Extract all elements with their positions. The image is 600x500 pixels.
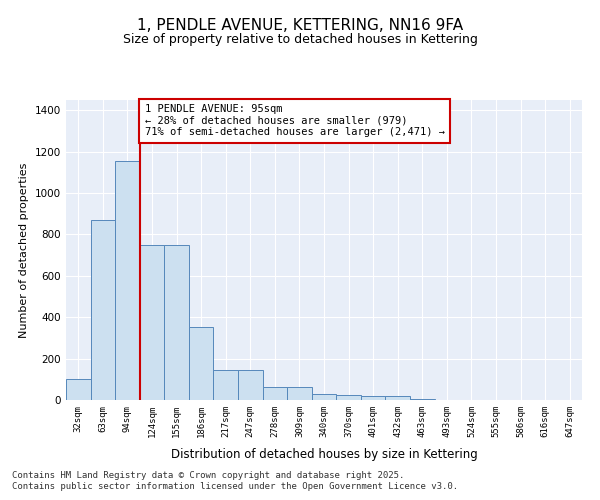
Bar bbox=[140, 245, 164, 400]
Bar bbox=[164, 245, 189, 400]
Bar bbox=[361, 396, 385, 400]
Bar bbox=[91, 220, 115, 400]
Bar bbox=[115, 161, 140, 400]
X-axis label: Distribution of detached houses by size in Kettering: Distribution of detached houses by size … bbox=[170, 448, 478, 461]
Bar bbox=[410, 399, 434, 400]
Text: Contains HM Land Registry data © Crown copyright and database right 2025.: Contains HM Land Registry data © Crown c… bbox=[12, 471, 404, 480]
Text: 1 PENDLE AVENUE: 95sqm
← 28% of detached houses are smaller (979)
71% of semi-de: 1 PENDLE AVENUE: 95sqm ← 28% of detached… bbox=[145, 104, 445, 138]
Text: Size of property relative to detached houses in Kettering: Size of property relative to detached ho… bbox=[122, 32, 478, 46]
Bar bbox=[312, 394, 336, 400]
Bar bbox=[287, 387, 312, 400]
Bar bbox=[263, 387, 287, 400]
Bar bbox=[189, 327, 214, 400]
Bar bbox=[238, 370, 263, 400]
Y-axis label: Number of detached properties: Number of detached properties bbox=[19, 162, 29, 338]
Text: 1, PENDLE AVENUE, KETTERING, NN16 9FA: 1, PENDLE AVENUE, KETTERING, NN16 9FA bbox=[137, 18, 463, 32]
Bar bbox=[336, 395, 361, 400]
Bar bbox=[214, 370, 238, 400]
Bar bbox=[385, 396, 410, 400]
Bar bbox=[66, 380, 91, 400]
Text: Contains public sector information licensed under the Open Government Licence v3: Contains public sector information licen… bbox=[12, 482, 458, 491]
